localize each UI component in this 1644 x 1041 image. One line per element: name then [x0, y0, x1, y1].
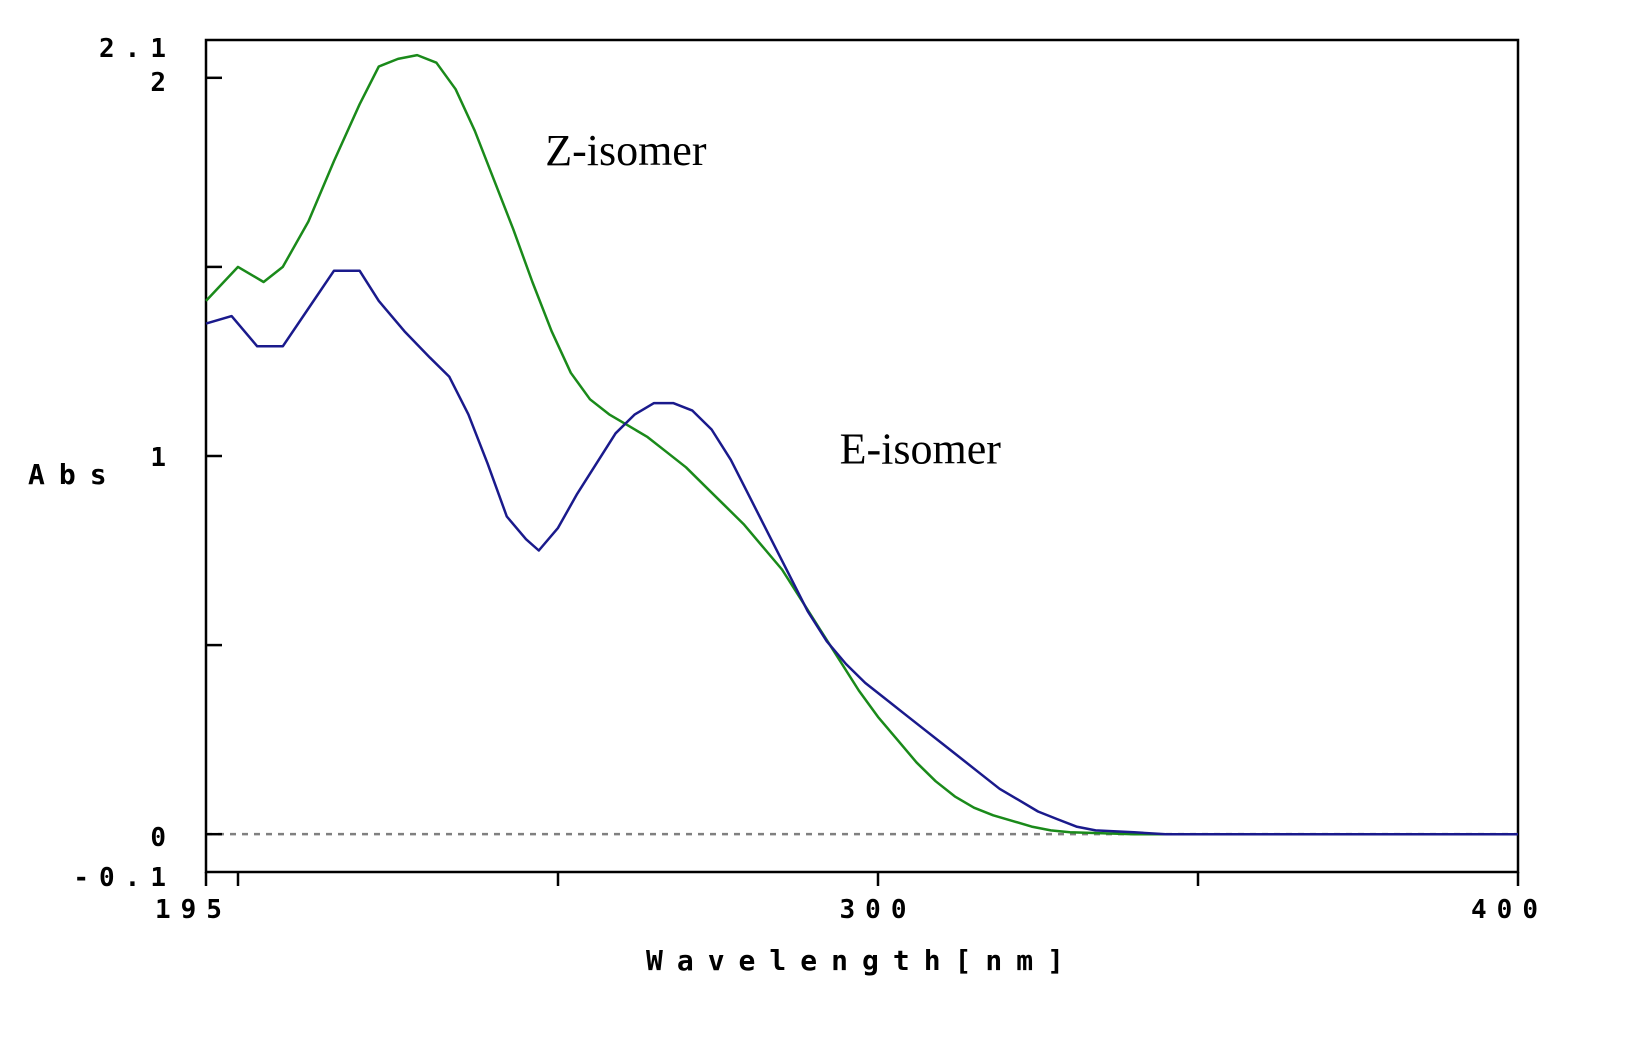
- y-axis-title: Abs: [28, 458, 121, 491]
- y-tick-label: -0.1: [73, 863, 176, 893]
- x-tick-label: 300: [840, 895, 917, 925]
- series-line-e-isomer: [205, 269, 1518, 836]
- x-axis-title: Wavelength[nm]: [646, 944, 1078, 977]
- annotation-z-isomer: Z-isomer: [545, 126, 707, 175]
- series-line-z-isomer: [205, 53, 1518, 836]
- x-tick-label: 195: [155, 895, 232, 925]
- y-tick-label: 1: [150, 443, 176, 473]
- annotation-e-isomer: E-isomer: [840, 425, 1002, 474]
- x-tick-label: 400: [1471, 895, 1548, 925]
- y-tick-label: 0: [150, 823, 176, 853]
- y-tick-label: 2: [150, 68, 176, 98]
- y-tick-label: 2.1: [99, 34, 176, 64]
